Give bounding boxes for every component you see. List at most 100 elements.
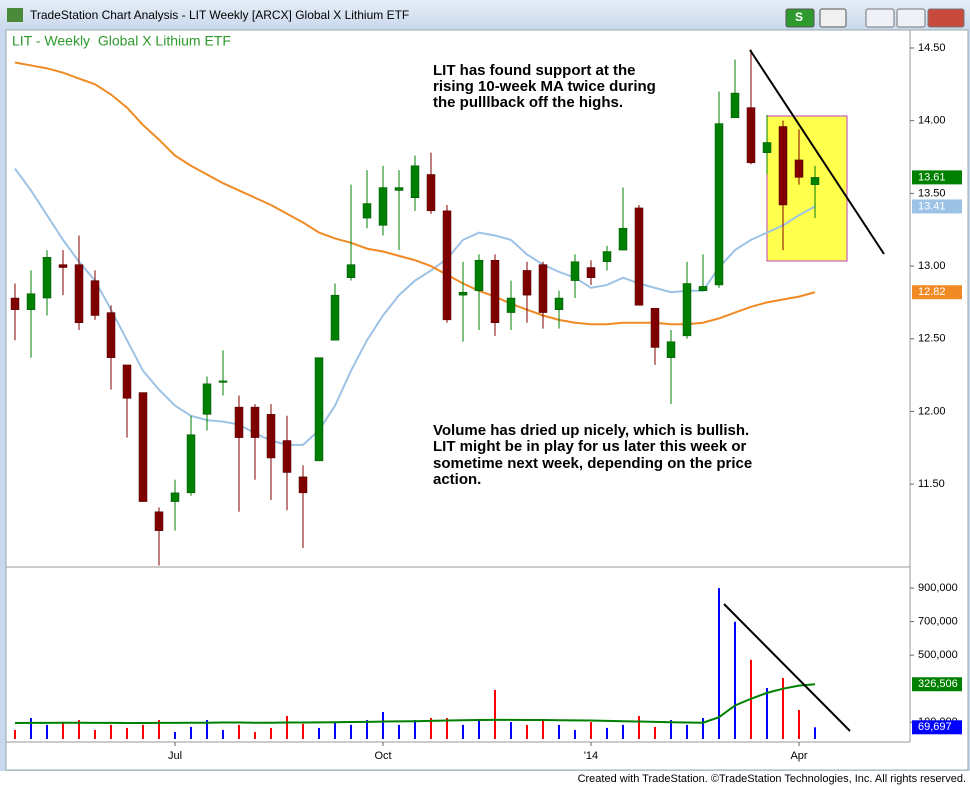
candle-body <box>490 259 500 324</box>
volume-bar <box>190 726 192 739</box>
ma-value-tag-bg <box>912 199 962 214</box>
y-tick-label: 13.50 <box>918 187 946 199</box>
candle-body <box>762 142 772 153</box>
footer: Created with TradeStation. ©TradeStation… <box>578 773 966 785</box>
y-tick-label: 11.50 <box>918 478 945 490</box>
candle-body <box>778 126 788 206</box>
volume-bar <box>606 727 608 739</box>
volume-bar <box>78 720 80 739</box>
candle-body <box>410 165 420 198</box>
volume-average-tag-bg <box>912 677 962 692</box>
candle-body <box>698 286 708 292</box>
moving-average <box>14 168 816 446</box>
symbol-button-label[interactable]: S <box>795 10 803 24</box>
candle-body <box>250 406 260 438</box>
candle-body <box>474 259 484 292</box>
moving-average <box>14 61 816 326</box>
candle-body <box>90 280 100 316</box>
volume-bar <box>430 718 432 739</box>
candle-body <box>154 511 164 531</box>
candle-body <box>346 264 356 278</box>
volume-average <box>14 683 816 725</box>
candle-body <box>634 207 644 306</box>
volume-bar <box>510 722 512 739</box>
x-tick-label: Oct <box>374 750 391 762</box>
volume-bar <box>110 724 112 739</box>
volume-bar <box>238 724 240 739</box>
volume-bar <box>558 724 560 739</box>
candle-body <box>730 92 740 119</box>
candle-body <box>602 251 612 262</box>
volume-bar <box>302 723 304 739</box>
symbol-button[interactable] <box>785 8 815 28</box>
indicator-button[interactable] <box>819 8 847 28</box>
volume-bar <box>686 724 688 739</box>
volume-bar <box>382 711 384 739</box>
volume-bar <box>366 720 368 739</box>
footer-bar <box>0 771 970 786</box>
volume-bar <box>590 722 592 739</box>
annotation: LIT has found support at the <box>433 62 636 79</box>
volume-bar <box>446 718 448 739</box>
y-tick-label: 900,000 <box>918 582 958 594</box>
candle-body <box>794 159 804 178</box>
volume-bar <box>782 677 784 739</box>
volume-bar <box>318 727 320 739</box>
ma-value-tag: 13.41 <box>918 200 946 212</box>
candle-body <box>58 264 68 268</box>
candle-body <box>538 264 548 313</box>
candle-body <box>234 406 244 438</box>
maximize-button[interactable] <box>896 8 926 28</box>
y-tick-label: 12.00 <box>918 405 946 417</box>
volume-bar <box>478 720 480 739</box>
volume-bar <box>814 727 816 739</box>
volume-bar <box>158 720 160 739</box>
volume-bar <box>206 720 208 739</box>
volume-bar <box>574 729 576 739</box>
candle-body <box>682 283 692 337</box>
volume-bar <box>142 724 144 739</box>
annotation: rising 10-week MA twice during <box>433 78 656 95</box>
x-tick-label: Jul <box>168 750 182 762</box>
volume-bar <box>462 724 464 739</box>
y-tick-label: 700,000 <box>918 616 958 628</box>
candle-body <box>170 492 180 502</box>
candle-body <box>106 312 116 358</box>
close-button[interactable] <box>927 8 965 28</box>
volume-bar <box>62 722 64 739</box>
volume-bar <box>622 724 624 739</box>
y-tick-label: 14.00 <box>918 115 946 127</box>
volume-bar <box>30 718 32 739</box>
x-tick-label: Apr <box>790 750 807 762</box>
volume-bar <box>654 726 656 739</box>
volume-bar <box>222 729 224 739</box>
candle-body <box>266 414 276 459</box>
candle-body <box>26 293 36 310</box>
candle-body <box>618 228 628 251</box>
volume-bar <box>702 718 704 739</box>
annotation: sometime next week, depending on the pri… <box>433 455 752 472</box>
annotation: the pulllback off the highs. <box>433 94 623 111</box>
y-tick-label: 500,000 <box>918 649 958 661</box>
volume-bar <box>334 722 336 739</box>
volume-bar <box>798 709 800 739</box>
volume-bar <box>414 720 416 739</box>
annotation: LIT might be in play for us later this w… <box>433 438 747 455</box>
x-tick-label: '14 <box>584 750 598 762</box>
candle-body <box>458 291 468 296</box>
minimize-button[interactable] <box>865 8 895 28</box>
candle-body <box>522 270 532 296</box>
volume-bar <box>254 731 256 739</box>
candle-body <box>282 440 292 473</box>
volume-bar <box>526 724 528 739</box>
candle-body <box>650 307 660 348</box>
volume-bar <box>638 716 640 739</box>
candle-body <box>442 210 452 321</box>
volume-bar <box>670 720 672 739</box>
last-price-tag: 13.61 <box>918 171 946 183</box>
candle-body <box>74 264 84 324</box>
candle-body <box>666 341 676 358</box>
y-tick-label: 12.50 <box>918 333 946 345</box>
volume-bar <box>398 724 400 739</box>
candle-body <box>378 187 388 226</box>
